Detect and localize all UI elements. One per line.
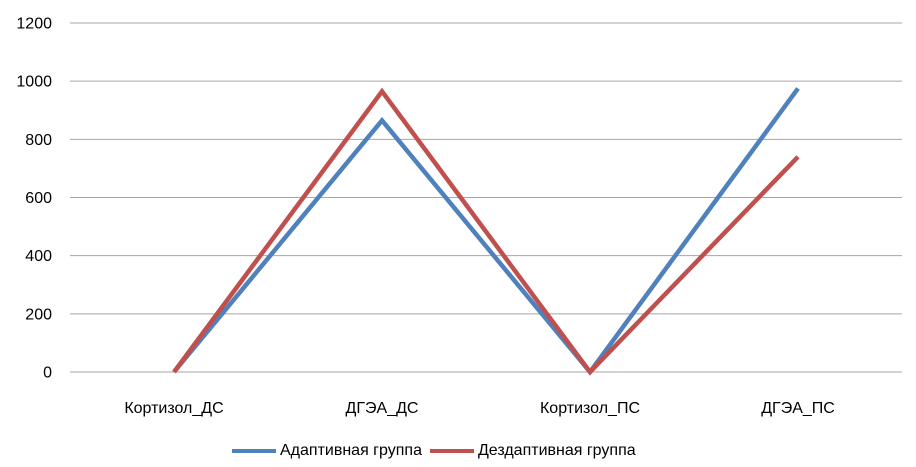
x-tick-label: Кортизол_ДС: [124, 400, 223, 417]
y-tick-label: 200: [25, 306, 52, 323]
x-tick-label: ДГЭА_ДС: [346, 400, 419, 417]
gridlines: [70, 22, 902, 373]
line-chart: 0 200 400 600 800 1000 1200 Кортизол_ДС ДГЭА_ДС…: [16, 16, 902, 417]
x-axis-ticks: Кортизол_ДС ДГЭА_ДС Кортизол_ПС ДГЭА_ПС: [124, 400, 834, 417]
legend-item-adaptive: Адаптивная группа: [232, 442, 422, 460]
y-axis-ticks: 0 200 400 600 800 1000 1200: [16, 16, 52, 382]
y-tick-label: 600: [25, 190, 52, 207]
x-tick-label: Кортизол_ПС: [540, 400, 640, 417]
y-tick-label: 1200: [16, 16, 52, 33]
y-tick-label: 1000: [16, 74, 52, 91]
legend: Адаптивная группа Дездаптивная группа: [0, 442, 916, 464]
y-tick-label: 800: [25, 132, 52, 149]
legend-swatch-disadaptive: [429, 449, 474, 453]
legend-label-disadaptive: Дездаптивная группа: [477, 442, 636, 459]
x-tick-label: ДГЭА_ПС: [761, 400, 835, 417]
legend-label-adaptive: Адаптивная группа: [280, 442, 422, 459]
series-line-adaptive: [172, 87, 800, 376]
y-tick-label: 400: [25, 248, 52, 265]
legend-swatch-adaptive: [232, 449, 276, 453]
legend-item-disadaptive: Дездаптивная группа: [429, 442, 636, 460]
y-tick-label: 0: [43, 365, 52, 382]
series-line-disadaptive: [172, 87, 800, 376]
series-lines: [172, 87, 800, 376]
